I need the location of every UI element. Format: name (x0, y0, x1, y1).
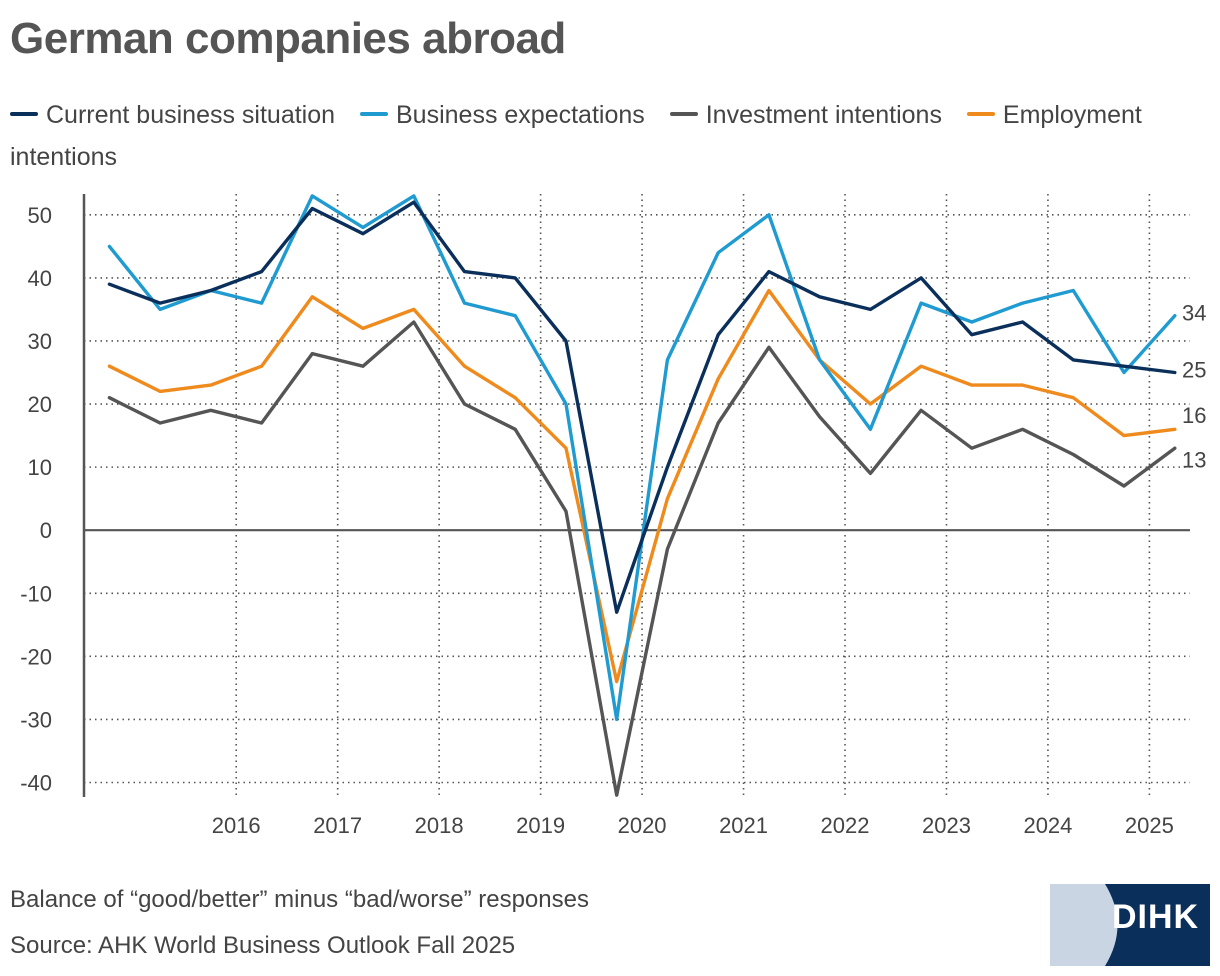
legend-item-employment: Employment intentions (10, 101, 1142, 171)
legend: Current business situation Business expe… (10, 94, 1210, 178)
chart-title: German companies abroad (10, 14, 566, 63)
x-tick-label: 2020 (618, 813, 667, 838)
legend-label-expectations: Business expectations (396, 101, 645, 129)
series-line-investment (107, 320, 1177, 797)
series-line-employment (107, 288, 1177, 684)
y-tick-label: 50 (28, 203, 52, 228)
legend-item-current: Current business situation (10, 101, 335, 129)
chart-note: Balance of “good/better” minus “bad/wors… (10, 886, 589, 913)
line-chart: -40 -30 -20 -10 0 10 20 30 40 50 2016 2017 2018 2019 2… (20, 194, 1206, 838)
legend-label-investment: Investment intentions (705, 101, 942, 129)
series-line-current (107, 200, 1177, 614)
legend-label-employment: Employment intentions (10, 101, 1142, 171)
legend-item-expectations: Business expectations (360, 101, 645, 129)
x-tick-label: 2025 (1125, 813, 1174, 838)
y-tick-label: 10 (28, 455, 52, 480)
logo-shape (1050, 884, 1210, 966)
legend-item-investment: Investment intentions (669, 101, 942, 129)
y-tick-label: -20 (20, 644, 52, 669)
y-tick-label: -40 (20, 770, 52, 795)
series-lines (107, 194, 1177, 797)
y-tick-label: -30 (20, 707, 52, 732)
x-tick-label: 2016 (212, 813, 261, 838)
chart-source: Source: AHK World Business Outlook Fall … (10, 932, 516, 959)
x-tick-label: 2017 (313, 813, 362, 838)
x-tick-label: 2023 (922, 813, 971, 838)
y-tick-label: -10 (20, 581, 52, 606)
y-tick-label: 40 (28, 266, 52, 291)
legend-label-current: Current business situation (46, 101, 336, 129)
axes: -40 -30 -20 -10 0 10 20 30 40 50 2016 2017 2018 2019 2… (20, 194, 1190, 838)
x-tick-label: 2021 (719, 813, 768, 838)
end-label: 34 (1182, 301, 1206, 326)
legend-swatch-investment (669, 112, 698, 117)
x-tick-label: 2018 (415, 813, 464, 838)
x-tick-label: 2022 (821, 813, 870, 838)
end-label: 25 (1182, 357, 1206, 382)
grid (84, 194, 1190, 797)
y-tick-label: 20 (28, 392, 52, 417)
legend-swatch-current (10, 112, 38, 117)
end-label: 13 (1182, 448, 1206, 473)
legend-swatch-employment (966, 112, 995, 117)
x-tick-label: 2024 (1023, 813, 1072, 838)
end-labels: 34 25 16 13 (1182, 301, 1206, 473)
y-tick-label: 30 (28, 329, 52, 354)
y-tick-label: 0 (40, 518, 52, 543)
dihk-logo: DIHK (1050, 884, 1210, 966)
logo-text: DIHK (1112, 898, 1200, 936)
x-tick-label: 2019 (516, 813, 565, 838)
end-label: 16 (1182, 403, 1206, 428)
legend-swatch-expectations (360, 112, 388, 117)
